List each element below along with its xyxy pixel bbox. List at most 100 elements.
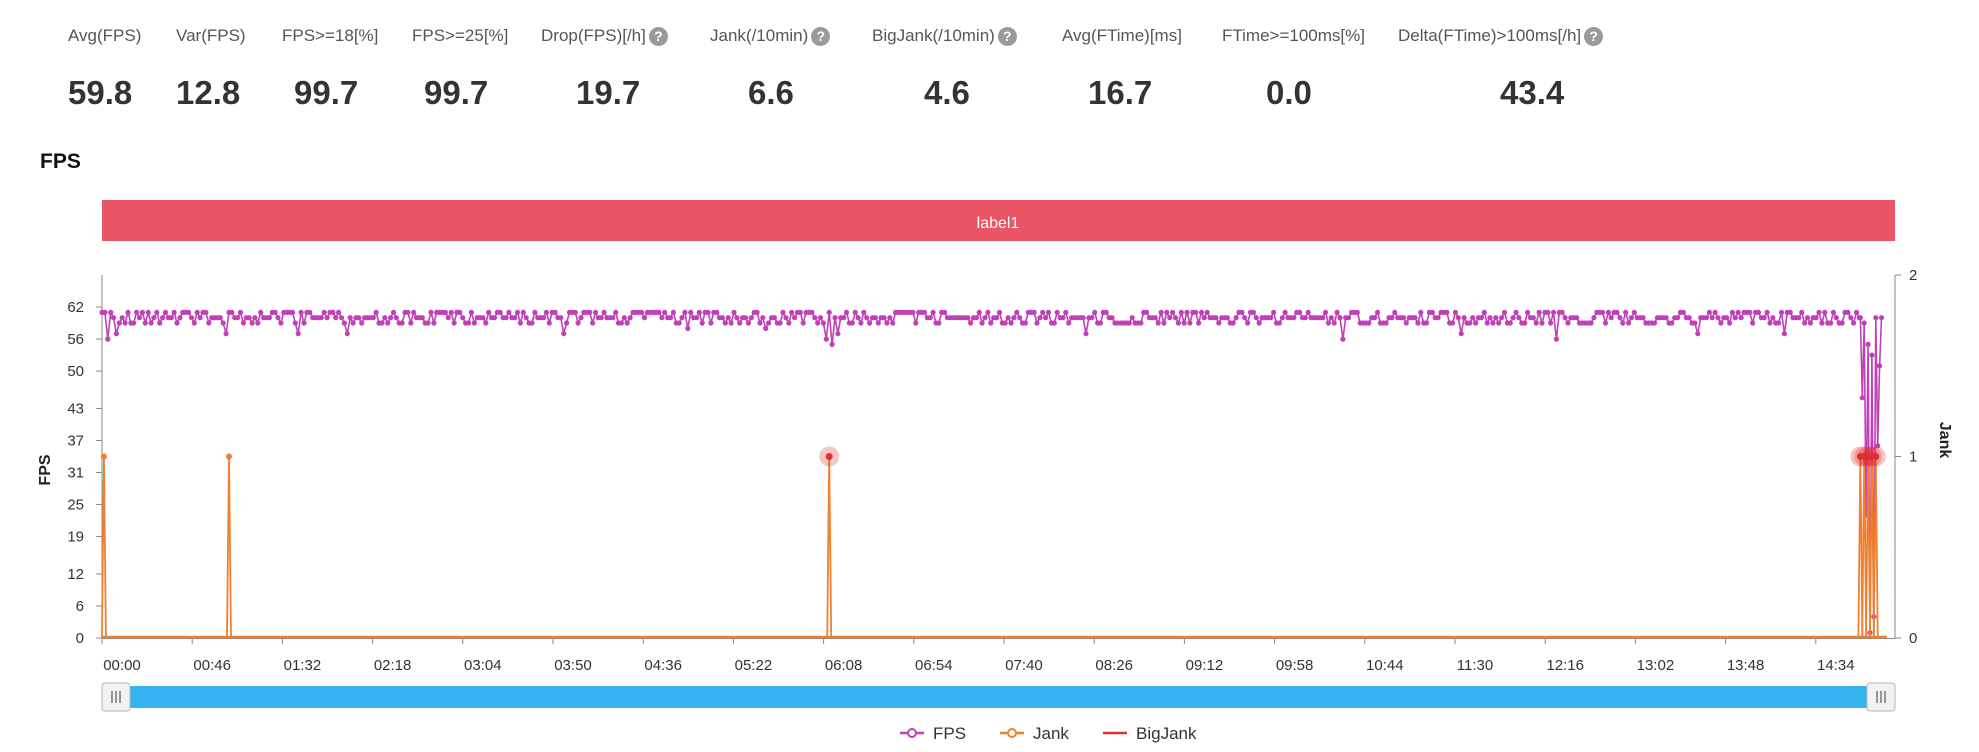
fps-point — [858, 320, 864, 326]
fps-point — [1103, 309, 1109, 315]
fps-point — [843, 309, 850, 315]
y-tick-label-left: 56 — [67, 331, 84, 348]
jank-spike — [826, 456, 833, 638]
legend-item-label[interactable]: BigJank — [1136, 724, 1197, 743]
fps-point — [1732, 315, 1738, 321]
stat-label-text: Avg(FPS) — [68, 26, 142, 45]
fps-point — [318, 315, 324, 321]
fps-point — [1787, 309, 1793, 315]
fps-point — [1054, 309, 1060, 315]
fps-point — [1172, 315, 1179, 321]
fps-point — [1337, 315, 1343, 321]
fps-point — [333, 315, 339, 321]
help-icon[interactable]: ? — [811, 26, 831, 46]
fps-point — [1455, 315, 1461, 321]
fps-point — [613, 309, 619, 315]
fps-point — [1853, 309, 1860, 315]
fps-point — [497, 309, 503, 315]
fps-point — [186, 309, 192, 315]
fps-point — [777, 320, 783, 326]
fps-point — [1126, 320, 1132, 326]
stat-label: Avg(FPS) — [68, 26, 141, 46]
fps-point — [1845, 309, 1851, 315]
fps-point — [359, 320, 365, 326]
x-tick-label: 05:22 — [735, 657, 773, 674]
fps-point — [561, 331, 567, 337]
fps-point — [1204, 309, 1210, 315]
y-tick-label-right: 2 — [1909, 267, 1917, 284]
fps-point — [1193, 309, 1199, 315]
fps-point — [1392, 309, 1398, 315]
fps-point — [324, 315, 330, 321]
fps-point — [405, 309, 411, 315]
stat-value: 19.7 — [576, 74, 641, 111]
fps-point — [1553, 336, 1559, 342]
x-tick-label: 01:32 — [284, 657, 322, 674]
legend-item-label[interactable]: FPS — [933, 724, 966, 743]
fps-point — [1738, 315, 1744, 321]
fps-point — [1828, 320, 1834, 326]
fps-point — [864, 315, 870, 321]
help-icon[interactable]: ? — [1584, 26, 1604, 46]
fps-point — [1513, 309, 1519, 315]
fps-point — [1196, 320, 1202, 326]
x-tick-label: 03:50 — [554, 657, 592, 674]
fps-point — [258, 309, 264, 315]
fps-point — [1804, 315, 1811, 321]
fps-point — [356, 315, 362, 321]
fps-point — [523, 315, 529, 321]
stat-label-text: Delta(FTime)>100ms[/h] — [1398, 26, 1582, 45]
fps-point — [388, 315, 394, 321]
fps-point — [1291, 315, 1297, 321]
fps-point — [835, 331, 841, 337]
fps-point — [1833, 315, 1839, 321]
fps-point — [815, 320, 821, 326]
fps-point — [1516, 315, 1522, 321]
fps-point — [148, 320, 154, 326]
legend-item-label[interactable]: Jank — [1033, 724, 1069, 743]
fps-point — [1545, 309, 1551, 315]
fps-point — [321, 309, 327, 315]
fps-point — [763, 325, 769, 331]
fps-point — [812, 315, 818, 321]
fps-point — [1138, 320, 1144, 326]
help-icon[interactable]: ? — [997, 26, 1017, 46]
stat-label-text: Drop(FPS)[/h] — [541, 26, 646, 45]
fps-point — [737, 320, 743, 326]
fps-point — [1548, 320, 1554, 326]
fps-point — [988, 320, 994, 326]
fps-point — [1822, 309, 1828, 315]
fps-point — [590, 320, 596, 326]
fps-point — [587, 309, 593, 315]
fps-point — [942, 309, 948, 315]
fps-point — [890, 320, 896, 326]
stat-label-text: BigJank(/10min) — [872, 26, 995, 45]
fps-point — [829, 341, 835, 347]
fps-point — [936, 320, 942, 326]
fps-point — [162, 309, 169, 315]
fps-point — [1297, 309, 1303, 315]
fps-point — [610, 315, 616, 321]
stat-label-text: FTime>=100ms[%] — [1222, 26, 1365, 45]
fps-point — [1813, 315, 1819, 321]
fps-point — [564, 320, 570, 326]
fps-point — [881, 315, 887, 321]
fps-point — [1372, 315, 1378, 321]
fps-point — [1325, 320, 1331, 326]
fps-point — [1588, 320, 1594, 326]
fps-point — [979, 320, 985, 326]
fps-point — [471, 320, 477, 326]
stat-label-text: FPS>=25[%] — [412, 26, 509, 45]
fps-point — [1501, 309, 1508, 315]
fps-point — [442, 309, 448, 315]
help-icon[interactable]: ? — [648, 26, 668, 46]
fps-point — [621, 315, 627, 321]
x-tick-label: 00:46 — [193, 657, 231, 674]
fps-point — [985, 309, 991, 315]
fps-point — [1530, 315, 1536, 321]
stat-label: BigJank(/10min)? — [872, 26, 1017, 46]
stat-label: Avg(FTime)[ms] — [1062, 26, 1182, 46]
fps-point — [483, 320, 489, 326]
x-tick-label: 07:40 — [1005, 657, 1043, 674]
